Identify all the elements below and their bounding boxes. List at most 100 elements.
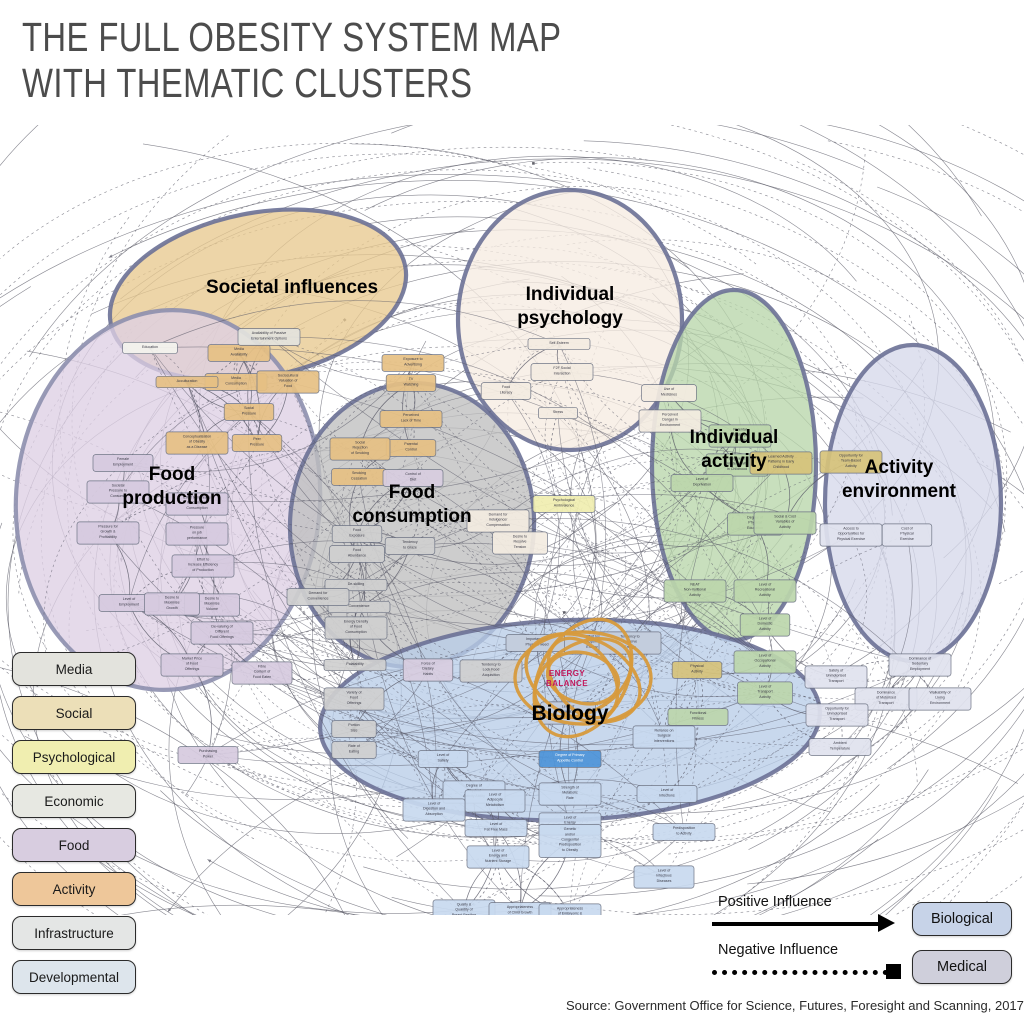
node-label: Activity bbox=[759, 627, 771, 631]
node-label: Offerings bbox=[347, 701, 362, 705]
node-label: Nutrient Storage bbox=[485, 859, 511, 863]
arrow-head-icon bbox=[878, 914, 895, 932]
node-label: Strength of bbox=[561, 786, 579, 790]
node-label: Employment bbox=[113, 462, 133, 466]
cluster-environment bbox=[822, 342, 1004, 664]
node-label: Environment bbox=[930, 701, 950, 705]
node-label: Activity bbox=[759, 664, 771, 668]
node-label: Learned Activity bbox=[768, 455, 794, 459]
node-label: Transport bbox=[828, 679, 843, 683]
node-label: Tendency bbox=[402, 540, 418, 544]
node-label: Perceived bbox=[662, 413, 678, 417]
node-label: Walkability of bbox=[929, 691, 950, 695]
node-label: Satiety bbox=[438, 758, 449, 762]
node-label: of Smoking bbox=[351, 451, 369, 455]
node-label: Degree of bbox=[729, 457, 745, 461]
node-label: Level of bbox=[428, 802, 441, 806]
category-chip-social: Social bbox=[12, 696, 136, 730]
node-label: Breast Feeding bbox=[452, 913, 476, 915]
category-chip-label: Activity bbox=[52, 881, 96, 897]
medical-chip: Medical bbox=[912, 950, 1012, 984]
node-label: Medicines bbox=[661, 392, 677, 396]
node-label: Self-Esteem bbox=[549, 341, 569, 345]
node-label: Power bbox=[203, 754, 214, 758]
node-label: Abundance bbox=[348, 553, 366, 557]
node-label: Modelling of bbox=[730, 433, 749, 437]
node-label: Resolve bbox=[514, 540, 527, 544]
node-label: Level of bbox=[564, 816, 577, 820]
node-label: Effort to Increase bbox=[183, 496, 210, 500]
node-label: Eating bbox=[349, 749, 359, 753]
node-label: Lock Food bbox=[483, 668, 500, 672]
node-label: Dietary bbox=[422, 667, 434, 671]
node-label: Compensation bbox=[486, 523, 509, 527]
node-label: Social & Cost bbox=[774, 515, 796, 519]
node-label: Surgical bbox=[658, 734, 671, 738]
node-label: Innate Activity bbox=[726, 462, 748, 466]
node-label: Appropriateness bbox=[507, 905, 533, 909]
node-label: Consumption bbox=[186, 506, 207, 510]
node-label: Volume bbox=[206, 607, 218, 611]
category-chip-label: Infrastructure bbox=[34, 925, 114, 941]
obesity-system-map: Media Availability Availability of Passive… bbox=[0, 125, 1024, 915]
node-label: Cessation bbox=[351, 476, 367, 480]
node-label: Metabolism bbox=[486, 803, 504, 807]
node-label: Dominance of bbox=[909, 657, 931, 661]
node-label: Absorption bbox=[425, 812, 442, 816]
node-label: Childhood bbox=[773, 465, 789, 469]
node-label: Use of bbox=[664, 387, 674, 391]
node-label: Increase Efficiency bbox=[188, 563, 218, 567]
node-label: Food Offerings bbox=[210, 635, 234, 639]
node-label: of Food bbox=[350, 625, 362, 629]
positive-influence-label: Positive Influence bbox=[718, 894, 832, 910]
node-label: Activity bbox=[691, 669, 703, 673]
cluster-label-consumption: Food bbox=[389, 482, 435, 503]
node-label: Energy Density bbox=[344, 620, 369, 624]
node-label: Ambivalence bbox=[554, 503, 575, 507]
category-chip-label: Developmental bbox=[28, 969, 120, 985]
source-credit: Source: Government Office for Science, F… bbox=[566, 998, 1024, 1013]
node-label: Tension bbox=[514, 545, 526, 549]
node-label: and/or bbox=[565, 832, 576, 836]
node-label: De-skilling bbox=[348, 582, 365, 586]
node-label: Non-Volitional bbox=[684, 588, 706, 592]
cluster-label-activity: activity bbox=[701, 451, 767, 472]
node-label: Genetic bbox=[564, 827, 577, 831]
node-label: Temperature bbox=[830, 746, 850, 750]
node-label: Education bbox=[142, 345, 158, 349]
node-label: of Motorised bbox=[876, 696, 896, 700]
energy-balance-line2: BALANCE bbox=[546, 679, 588, 688]
node-label: Purchasing bbox=[199, 749, 217, 753]
node-label: Fat Free Mass bbox=[484, 827, 507, 831]
node-label: Market Price bbox=[182, 657, 202, 661]
node-label: Social bbox=[244, 406, 254, 410]
node-label: Acquisition bbox=[482, 673, 499, 677]
node-label: Perceived bbox=[403, 413, 419, 417]
node-label: Food bbox=[353, 528, 361, 532]
node-label: Food Eaten bbox=[253, 675, 272, 679]
node-label: Cost of bbox=[901, 527, 912, 531]
node-label: Sociocultural bbox=[278, 374, 299, 378]
